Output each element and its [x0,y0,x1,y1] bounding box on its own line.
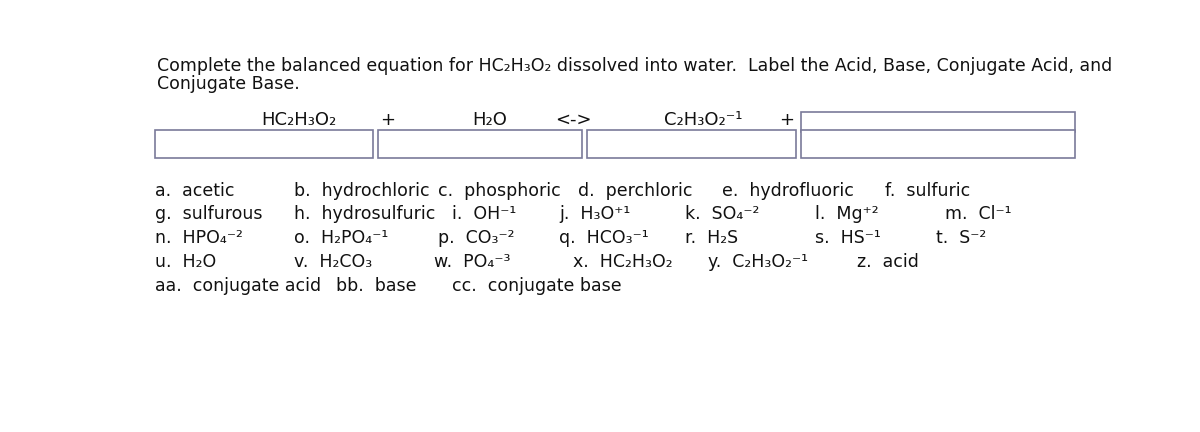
FancyBboxPatch shape [802,112,1075,132]
Text: i.  OH⁻¹: i. OH⁻¹ [452,205,517,223]
FancyBboxPatch shape [802,130,1075,158]
Text: HC₂H₃O₂: HC₂H₃O₂ [262,111,336,129]
Text: d.  perchloric: d. perchloric [578,181,692,200]
Text: <->: <-> [554,111,592,129]
Text: Conjugate Base.: Conjugate Base. [157,75,300,93]
Text: x.  HC₂H₃O₂: x. HC₂H₃O₂ [574,253,673,271]
Text: +: + [780,111,794,129]
Text: Complete the balanced equation for HC₂H₃O₂ dissolved into water.  Label the Acid: Complete the balanced equation for HC₂H₃… [157,57,1112,75]
Text: p.  CO₃⁻²: p. CO₃⁻² [438,229,515,247]
Text: j.  H₃O⁺¹: j. H₃O⁺¹ [559,205,630,223]
Text: s.  HS⁻¹: s. HS⁻¹ [815,229,881,247]
FancyBboxPatch shape [587,130,797,158]
Text: cc.  conjugate base: cc. conjugate base [452,277,622,295]
Text: k.  SO₄⁻²: k. SO₄⁻² [685,205,760,223]
Text: q.  HCO₃⁻¹: q. HCO₃⁻¹ [559,229,649,247]
Text: u.  H₂O: u. H₂O [155,253,216,271]
Text: o.  H₂PO₄⁻¹: o. H₂PO₄⁻¹ [294,229,389,247]
FancyBboxPatch shape [155,130,373,158]
Text: z.  acid: z. acid [857,253,919,271]
Text: f.  sulfuric: f. sulfuric [884,181,970,200]
Text: b.  hydrochloric: b. hydrochloric [294,181,430,200]
Text: n.  HPO₄⁻²: n. HPO₄⁻² [155,229,242,247]
Text: a.  acetic: a. acetic [155,181,234,200]
Text: r.  H₂S: r. H₂S [685,229,738,247]
Text: g.  sulfurous: g. sulfurous [155,205,262,223]
Text: m.  Cl⁻¹: m. Cl⁻¹ [946,205,1012,223]
Text: v.  H₂CO₃: v. H₂CO₃ [294,253,372,271]
Text: l.  Mg⁺²: l. Mg⁺² [815,205,878,223]
Text: e.  hydrofluoric: e. hydrofluoric [722,181,854,200]
Text: H₂O: H₂O [472,111,506,129]
Text: aa.  conjugate acid: aa. conjugate acid [155,277,320,295]
Text: C₂H₃O₂⁻¹: C₂H₃O₂⁻¹ [664,111,743,129]
Text: +: + [379,111,395,129]
Text: h.  hydrosulfuric: h. hydrosulfuric [294,205,436,223]
FancyBboxPatch shape [378,130,582,158]
Text: w.  PO₄⁻³: w. PO₄⁻³ [433,253,510,271]
Text: c.  phosphoric: c. phosphoric [438,181,562,200]
Text: bb.  base: bb. base [336,277,416,295]
Text: y.  C₂H₃O₂⁻¹: y. C₂H₃O₂⁻¹ [708,253,808,271]
Text: t.  S⁻²: t. S⁻² [936,229,986,247]
